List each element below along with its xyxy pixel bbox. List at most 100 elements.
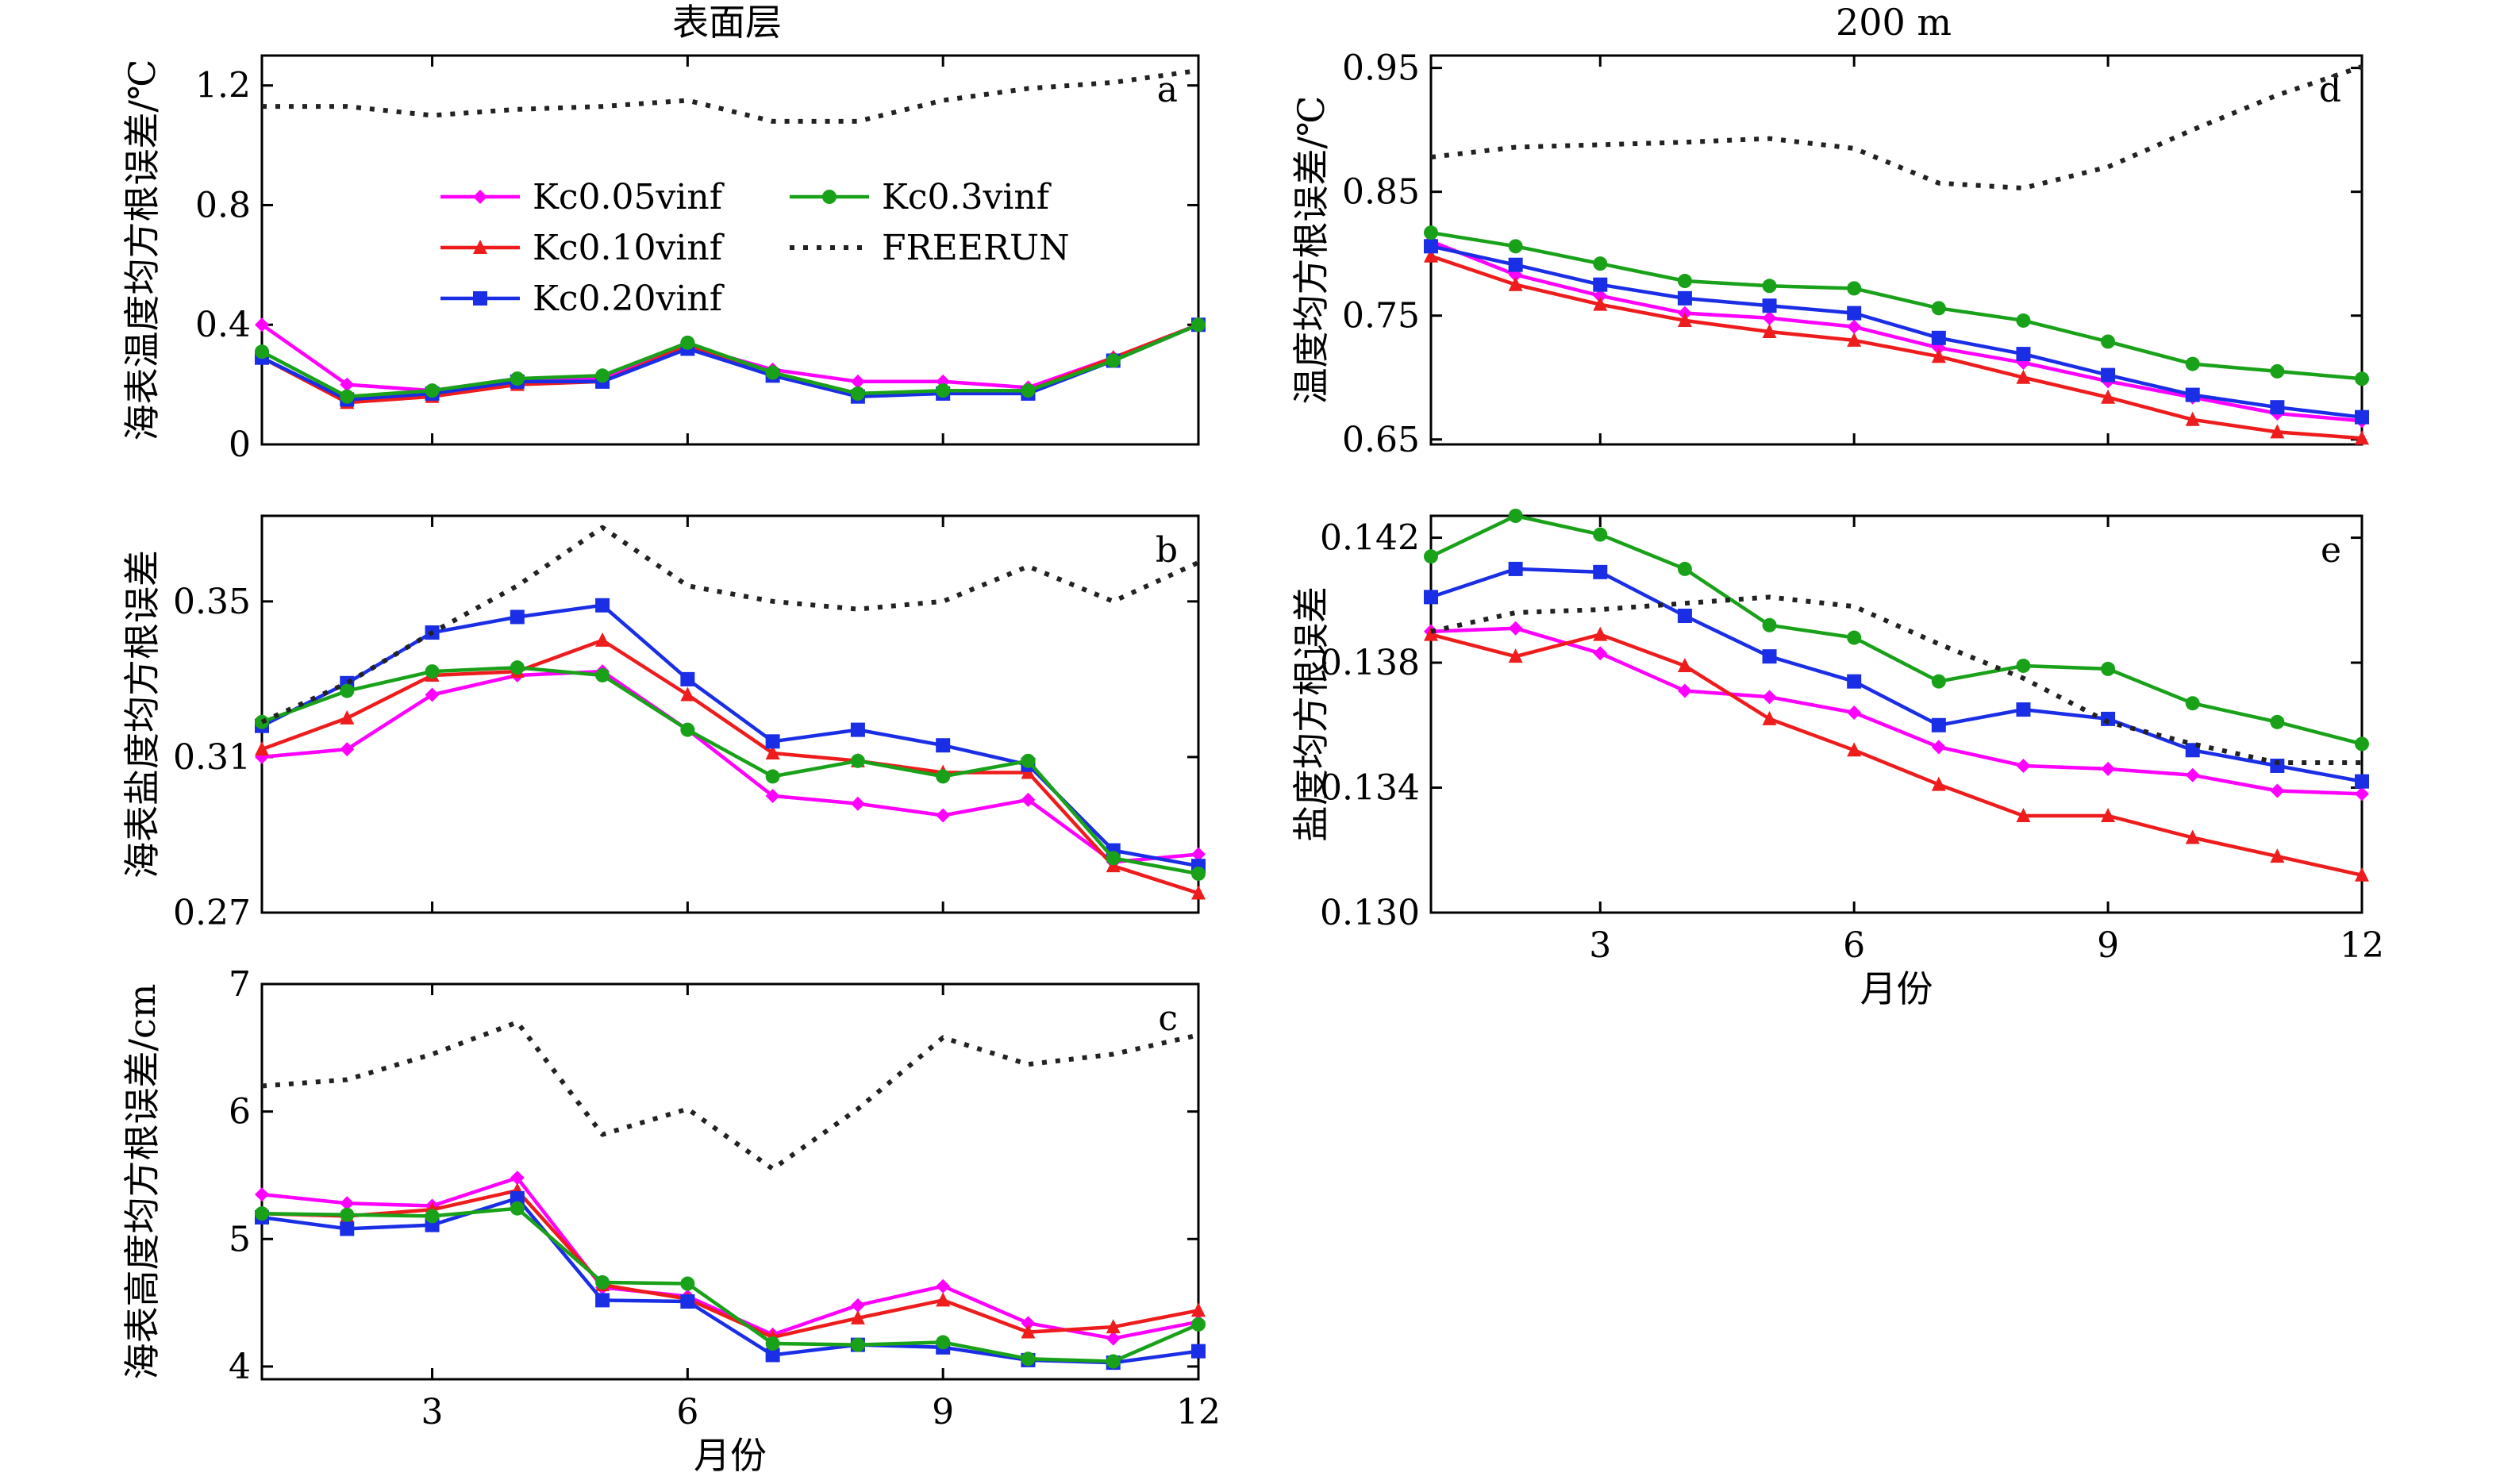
data-point-d-kc020-8 xyxy=(2016,347,2031,362)
data-point-b-kc005-3 xyxy=(425,687,440,702)
data-point-a-kc03-10 xyxy=(1021,383,1036,398)
data-point-d-kc020-5 xyxy=(1762,298,1777,313)
data-point-a-kc005-1 xyxy=(255,317,269,333)
data-point-c-kc03-10 xyxy=(1021,1351,1036,1367)
series-line-d-kc005 xyxy=(1430,240,2363,423)
data-point-c-kc03-5 xyxy=(595,1274,610,1290)
series-line-c-kc03 xyxy=(261,1206,1199,1363)
data-point-a-kc03-12 xyxy=(1191,317,1206,333)
data-point-b-kc005-10 xyxy=(1021,792,1036,807)
data-point-e-kc005-9 xyxy=(2101,761,2116,776)
data-point-d-kc03-5 xyxy=(1762,279,1777,294)
data-point-b-kc03-10 xyxy=(1021,753,1036,768)
data-point-e-kc03-10 xyxy=(2185,696,2200,711)
series-line-e-kc005 xyxy=(1430,626,2363,796)
data-point-e-kc005-4 xyxy=(1677,683,1692,698)
data-point-b-kc010-12 xyxy=(1191,885,1206,900)
data-point-e-kc005-5 xyxy=(1762,690,1777,705)
data-point-b-kc03-5 xyxy=(595,667,610,682)
data-point-c-kc03-12 xyxy=(1191,1317,1206,1332)
data-point-e-kc020-2 xyxy=(1508,561,1523,576)
data-point-c-kc020-5 xyxy=(595,1293,610,1308)
data-point-b-kc020-9 xyxy=(936,738,951,753)
data-point-e-kc010-8 xyxy=(2016,807,2031,822)
data-point-e-kc005-2 xyxy=(1508,621,1523,636)
data-point-d-kc010-8 xyxy=(2016,369,2031,384)
data-point-a-kc03-9 xyxy=(936,383,951,398)
data-point-e-kc005-8 xyxy=(2016,758,2031,773)
data-point-d-kc020-4 xyxy=(1677,290,1692,306)
data-point-e-kc005-7 xyxy=(1931,740,1946,755)
data-point-c-kc005-11 xyxy=(1106,1331,1121,1346)
x-axis-label-e: 月份 xyxy=(1860,967,1933,1010)
data-point-e-kc020-5 xyxy=(1762,649,1777,664)
data-point-e-kc020-11 xyxy=(2270,758,2285,773)
data-point-e-kc020-1 xyxy=(1424,590,1438,605)
data-point-c-kc005-10 xyxy=(1021,1316,1036,1331)
data-point-c-kc03-7 xyxy=(765,1336,780,1351)
data-point-e-kc020-12 xyxy=(2355,774,2369,789)
series-line-e-kc010 xyxy=(1430,632,2363,877)
data-point-d-kc020-9 xyxy=(2101,367,2116,383)
data-point-e-kc010-10 xyxy=(2185,829,2200,844)
data-point-d-kc020-3 xyxy=(1593,277,1608,292)
data-point-d-kc010-5 xyxy=(1762,323,1777,338)
y-axis-label-b: 海表盐度均方根误差 xyxy=(121,550,163,878)
y-tick-label-c-1: 5 xyxy=(229,1219,251,1259)
data-point-e-kc005-3 xyxy=(1593,646,1608,661)
data-point-e-kc03-5 xyxy=(1762,617,1777,632)
plot-frame-e xyxy=(1429,514,2363,914)
data-point-b-kc03-2 xyxy=(340,683,355,698)
data-point-d-kc03-4 xyxy=(1677,274,1692,289)
data-point-b-kc03-3 xyxy=(425,664,440,679)
data-point-d-kc03-10 xyxy=(2185,356,2200,371)
data-point-d-kc005-3 xyxy=(1593,288,1608,303)
data-point-e-kc005-6 xyxy=(1847,705,1862,721)
x-tick-label-e-3: 3 xyxy=(1589,925,1611,966)
data-point-a-kc03-6 xyxy=(680,335,695,350)
y-axis-label-a: 海表温度均方根误差/℃ xyxy=(121,60,163,441)
plot-frame-b xyxy=(260,514,1200,914)
data-point-b-kc010-6 xyxy=(680,686,695,702)
data-point-c-kc020-6 xyxy=(680,1294,695,1309)
data-point-e-kc03-2 xyxy=(1508,509,1523,523)
data-point-e-kc03-9 xyxy=(2101,661,2116,676)
y-tick-label-c-0: 4 xyxy=(229,1347,251,1387)
data-point-c-kc005-1 xyxy=(255,1187,269,1202)
data-point-c-kc03-6 xyxy=(680,1276,695,1291)
series-line-d-free xyxy=(1430,64,2363,190)
data-point-a-kc03-11 xyxy=(1106,353,1121,368)
series-line-b-kc005 xyxy=(261,669,1199,864)
data-point-b-kc010-2 xyxy=(340,709,355,725)
data-point-a-kc03-1 xyxy=(255,344,269,359)
data-point-d-kc020-2 xyxy=(1508,257,1523,272)
data-point-d-kc020-10 xyxy=(2185,387,2200,402)
data-point-e-kc010-6 xyxy=(1847,742,1862,757)
data-point-c-kc020-2 xyxy=(340,1221,355,1236)
data-point-e-kc03-1 xyxy=(1424,549,1438,564)
data-point-d-kc010-4 xyxy=(1677,312,1692,327)
data-point-e-kc020-7 xyxy=(1931,717,1946,732)
data-point-c-kc005-9 xyxy=(936,1278,951,1294)
data-point-d-kc03-9 xyxy=(2101,334,2116,349)
data-point-c-kc03-1 xyxy=(255,1206,269,1221)
data-point-c-kc03-9 xyxy=(936,1335,951,1350)
data-point-c-kc03-8 xyxy=(850,1337,865,1352)
plot-frame-c xyxy=(260,982,1200,1381)
data-point-e-kc010-4 xyxy=(1677,657,1692,672)
data-point-d-kc03-12 xyxy=(2355,371,2369,386)
y-tick-label-d-2: 0.85 xyxy=(1342,172,1420,213)
data-point-d-kc005-5 xyxy=(1762,310,1777,325)
data-point-a-kc03-2 xyxy=(340,389,355,404)
data-point-e-kc020-8 xyxy=(2016,702,2031,717)
data-point-d-kc020-1 xyxy=(1424,239,1438,254)
data-point-d-kc010-1 xyxy=(1424,248,1438,263)
series-line-e-free xyxy=(1430,594,2362,765)
data-point-b-kc010-1 xyxy=(255,741,269,756)
series-line-a-kc03 xyxy=(260,323,1199,398)
y-axis-label-d: 温度均方根误差/℃ xyxy=(1290,96,1333,405)
chart-legend: Kc0.05vinf Kc0.10vinf Kc0.20vinf Kc0.3vinf F… xyxy=(440,177,1070,319)
data-point-c-kc03-3 xyxy=(425,1209,440,1224)
data-point-d-kc005-6 xyxy=(1847,319,1862,334)
legend-label-kc020: Kc0.20vinf xyxy=(533,279,725,319)
